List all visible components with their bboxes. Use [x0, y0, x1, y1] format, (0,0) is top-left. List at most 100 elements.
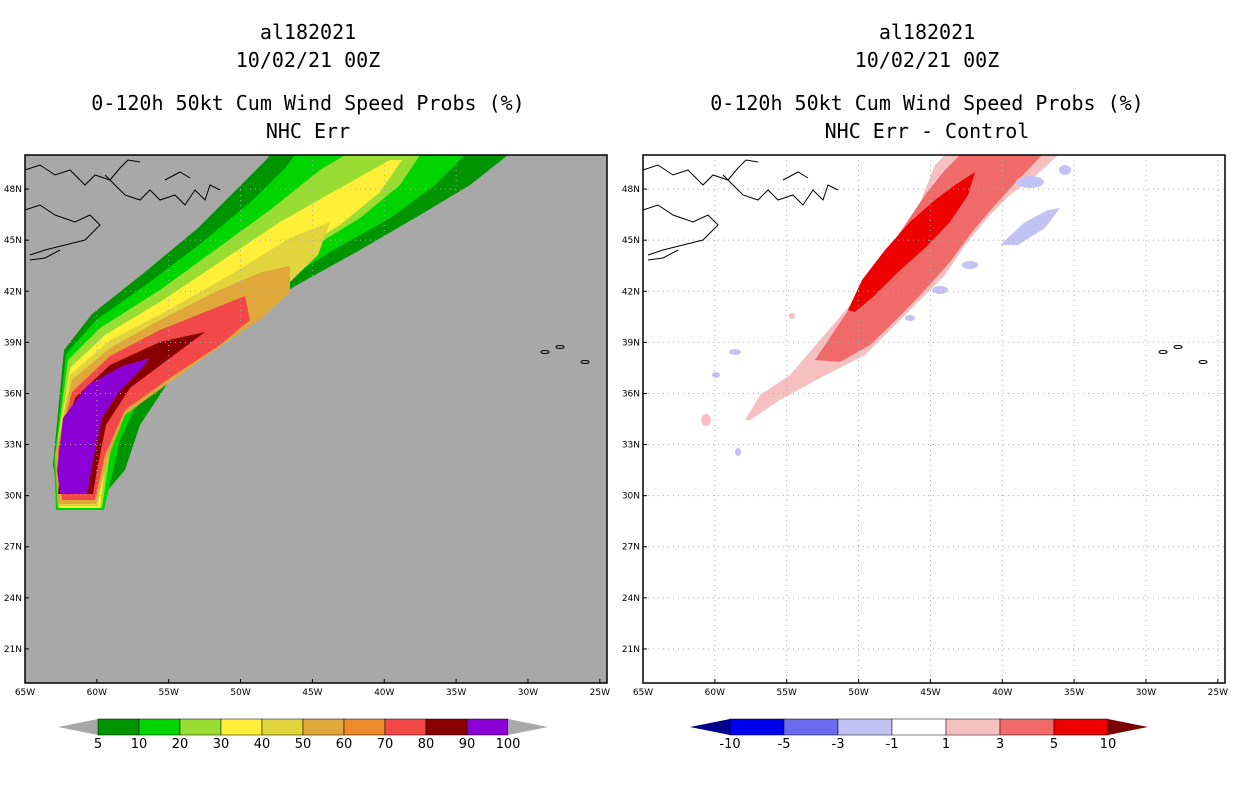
colorbar-label: 70 [377, 737, 394, 752]
y-tick-label: 48N [4, 185, 22, 195]
island-outline [1198, 360, 1208, 364]
y-tick-label: 33N [622, 441, 640, 451]
coastline [29, 249, 61, 261]
y-tick-label: 30N [622, 492, 640, 502]
contour-level-1-fragment [701, 414, 711, 426]
y-tick-label: 45N [4, 236, 22, 246]
y-tick-label: 24N [622, 594, 640, 604]
colorbar-label: 50 [295, 737, 312, 752]
contour-level-neg1-fragment [905, 315, 915, 321]
plot-panel-0: 65W 60W 55W 50W 45W 40W 35W 30W 25W 48N 45N 42N 39N 3… [4, 154, 610, 698]
colorbar-label: -10 [719, 737, 740, 752]
left-title-line-3: 0-120h 50kt Cum Wind Speed Probs (%) [91, 91, 525, 115]
x-tick-label: 50W [230, 688, 250, 698]
y-tick-label: 21N [4, 645, 22, 655]
colorbar-cell [783, 718, 839, 736]
contour-level-100 [57, 358, 150, 494]
x-tick-label: 60W [87, 688, 107, 698]
colorbar-label: 20 [172, 737, 189, 752]
island-outline [540, 350, 550, 354]
contour-level-5 [848, 172, 975, 312]
x-tick-label: 30W [1136, 688, 1156, 698]
y-tick-label: 36N [622, 389, 640, 399]
colorbar-right-arrow [508, 719, 548, 735]
colorbar-left-arrow [58, 719, 98, 735]
right-title-line-4: NHC Err - Control [824, 119, 1030, 143]
contour-level-neg1-fragment [735, 448, 741, 456]
contour-level-neg1-fragment [729, 349, 741, 355]
colorbar-cell [220, 718, 263, 736]
colorbar-cell [302, 718, 345, 736]
colorbar-cell [729, 718, 785, 736]
x-tick-label: 25W [590, 688, 610, 698]
y-tick-label: 42N [622, 287, 640, 297]
x-tick-label: 45W [302, 688, 322, 698]
x-tick-label: 35W [1064, 688, 1084, 698]
x-tick-label: 55W [159, 688, 179, 698]
contour-level-70 [58, 296, 250, 500]
colorbar-cell [343, 718, 386, 736]
left-title-line-4: NHC Err [265, 119, 351, 143]
contour-level-neg1-fragment [1016, 176, 1044, 188]
island-outline [580, 360, 590, 364]
colorbar-label: 5 [1050, 737, 1058, 752]
x-tick-label: 50W [848, 688, 868, 698]
coastline [164, 171, 191, 181]
colorbar-cell [945, 718, 1001, 736]
colorbar-cell [891, 718, 947, 736]
plot-frame [24, 154, 608, 684]
colorbar-0: 5 10 20 30 40 50 60 70 80 90 100 [58, 718, 548, 752]
colorbar-cell [138, 718, 181, 736]
colorbar-cell [999, 718, 1055, 736]
x-tick-label: 60W [705, 688, 725, 698]
y-tick-label: 24N [4, 594, 22, 604]
colorbar-cell [837, 718, 893, 736]
colorbar-label: 80 [418, 737, 435, 752]
x-tick-label: 25W [1208, 688, 1228, 698]
colorbar-cell [97, 718, 140, 736]
coastline [722, 174, 839, 206]
y-tick-label: 30N [4, 492, 22, 502]
x-tick-label: 45W [920, 688, 940, 698]
y-tick-label: 48N [622, 185, 640, 195]
colorbar-cell [425, 718, 468, 736]
island-outline [555, 345, 565, 349]
colorbar-label: 30 [213, 737, 230, 752]
y-tick-label: 33N [4, 441, 22, 451]
plot-panel-1: 65W 60W 55W 50W 45W 40W 35W 30W 25W 48N 45N 42N 39N 3… [622, 154, 1228, 698]
contour-level-90 [58, 332, 205, 494]
colorbar-label: 3 [996, 737, 1004, 752]
right-title-line-2: 10/02/21 00Z [854, 48, 1000, 72]
colorbar-label: -1 [886, 737, 899, 752]
colorbar-1: -10 -5 -3 -1 1 3 5 10 [690, 718, 1148, 752]
x-tick-label: 30W [518, 688, 538, 698]
right-title-line-3: 0-120h 50kt Cum Wind Speed Probs (%) [710, 91, 1144, 115]
y-tick-label: 36N [4, 389, 22, 399]
colorbar-label: 10 [1100, 737, 1117, 752]
island-outline [1173, 345, 1183, 349]
colorbar-label: 60 [336, 737, 353, 752]
contour-level-neg1-fragment [1059, 165, 1071, 175]
x-tick-label: 35W [446, 688, 466, 698]
plot-frame [642, 154, 1226, 684]
y-tick-label: 21N [622, 645, 640, 655]
coastline [782, 171, 809, 181]
contour-level-neg1-fragment [932, 286, 948, 294]
x-tick-label: 65W [633, 688, 653, 698]
island-outline [1158, 350, 1168, 354]
right-title-line-1: al182021 [878, 20, 976, 44]
colorbar-cell [179, 718, 222, 736]
colorbar-label: -5 [778, 737, 791, 752]
colorbar-cell [384, 718, 427, 736]
x-tick-label: 40W [374, 688, 394, 698]
x-tick-label: 65W [15, 688, 35, 698]
right-title: al182021 10/02/21 00Z 0-120h 50kt Cum Wi… [627, 18, 1227, 145]
left-title-line-2: 10/02/21 00Z [235, 48, 381, 72]
coastline [642, 159, 759, 186]
colorbar-label: 100 [496, 737, 521, 752]
colorbar-right-arrow [1108, 719, 1148, 735]
y-tick-label: 39N [4, 338, 22, 348]
contour-level-neg1-fragment [712, 372, 720, 378]
colorbar-label: 40 [254, 737, 271, 752]
